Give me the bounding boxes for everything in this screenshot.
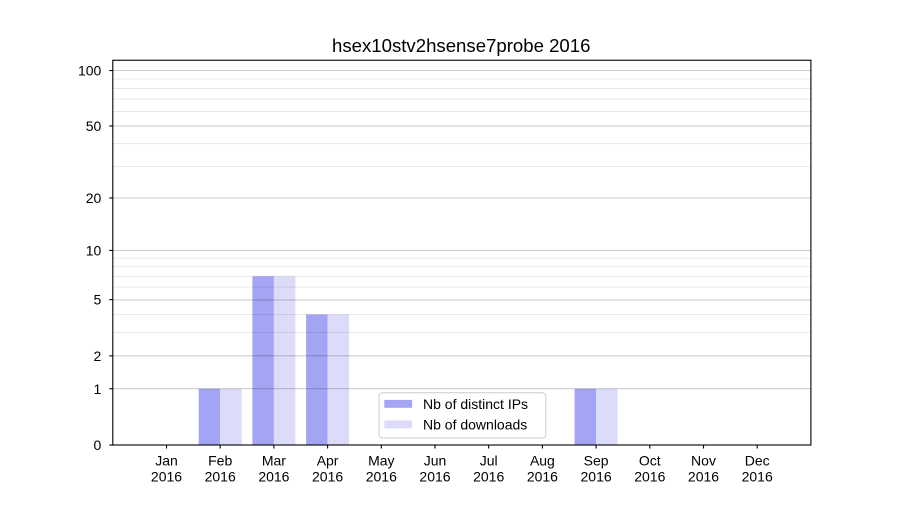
svg-text:Nb of downloads: Nb of downloads bbox=[423, 416, 527, 432]
svg-text:2016: 2016 bbox=[688, 468, 719, 484]
svg-text:Sep: Sep bbox=[584, 452, 609, 468]
svg-text:Apr: Apr bbox=[317, 452, 339, 468]
svg-text:Jan: Jan bbox=[155, 452, 178, 468]
svg-text:10: 10 bbox=[86, 243, 102, 259]
svg-text:Mar: Mar bbox=[262, 452, 286, 468]
svg-text:Nov: Nov bbox=[691, 452, 716, 468]
svg-text:Feb: Feb bbox=[208, 452, 232, 468]
svg-text:1: 1 bbox=[94, 381, 102, 397]
svg-text:2016: 2016 bbox=[634, 468, 665, 484]
svg-text:hsex10stv2hsense7probe 2016: hsex10stv2hsense7probe 2016 bbox=[332, 35, 590, 56]
svg-text:2016: 2016 bbox=[258, 468, 289, 484]
svg-text:Jun: Jun bbox=[424, 452, 447, 468]
svg-text:Oct: Oct bbox=[639, 452, 661, 468]
svg-text:2: 2 bbox=[94, 348, 102, 364]
svg-text:2016: 2016 bbox=[473, 468, 504, 484]
svg-text:2016: 2016 bbox=[581, 468, 612, 484]
svg-text:0: 0 bbox=[94, 437, 102, 453]
svg-text:2016: 2016 bbox=[312, 468, 343, 484]
svg-text:2016: 2016 bbox=[419, 468, 450, 484]
svg-text:Nb of distinct IPs: Nb of distinct IPs bbox=[423, 396, 528, 412]
svg-text:Aug: Aug bbox=[530, 452, 555, 468]
svg-text:Jul: Jul bbox=[480, 452, 498, 468]
svg-text:20: 20 bbox=[86, 190, 102, 206]
svg-text:Dec: Dec bbox=[745, 452, 770, 468]
svg-text:2016: 2016 bbox=[527, 468, 558, 484]
svg-text:2016: 2016 bbox=[151, 468, 182, 484]
svg-text:5: 5 bbox=[94, 292, 102, 308]
svg-text:May: May bbox=[368, 452, 394, 468]
svg-text:100: 100 bbox=[78, 63, 102, 79]
svg-text:2016: 2016 bbox=[366, 468, 397, 484]
svg-text:2016: 2016 bbox=[205, 468, 236, 484]
svg-text:50: 50 bbox=[86, 118, 102, 134]
svg-text:2016: 2016 bbox=[742, 468, 773, 484]
